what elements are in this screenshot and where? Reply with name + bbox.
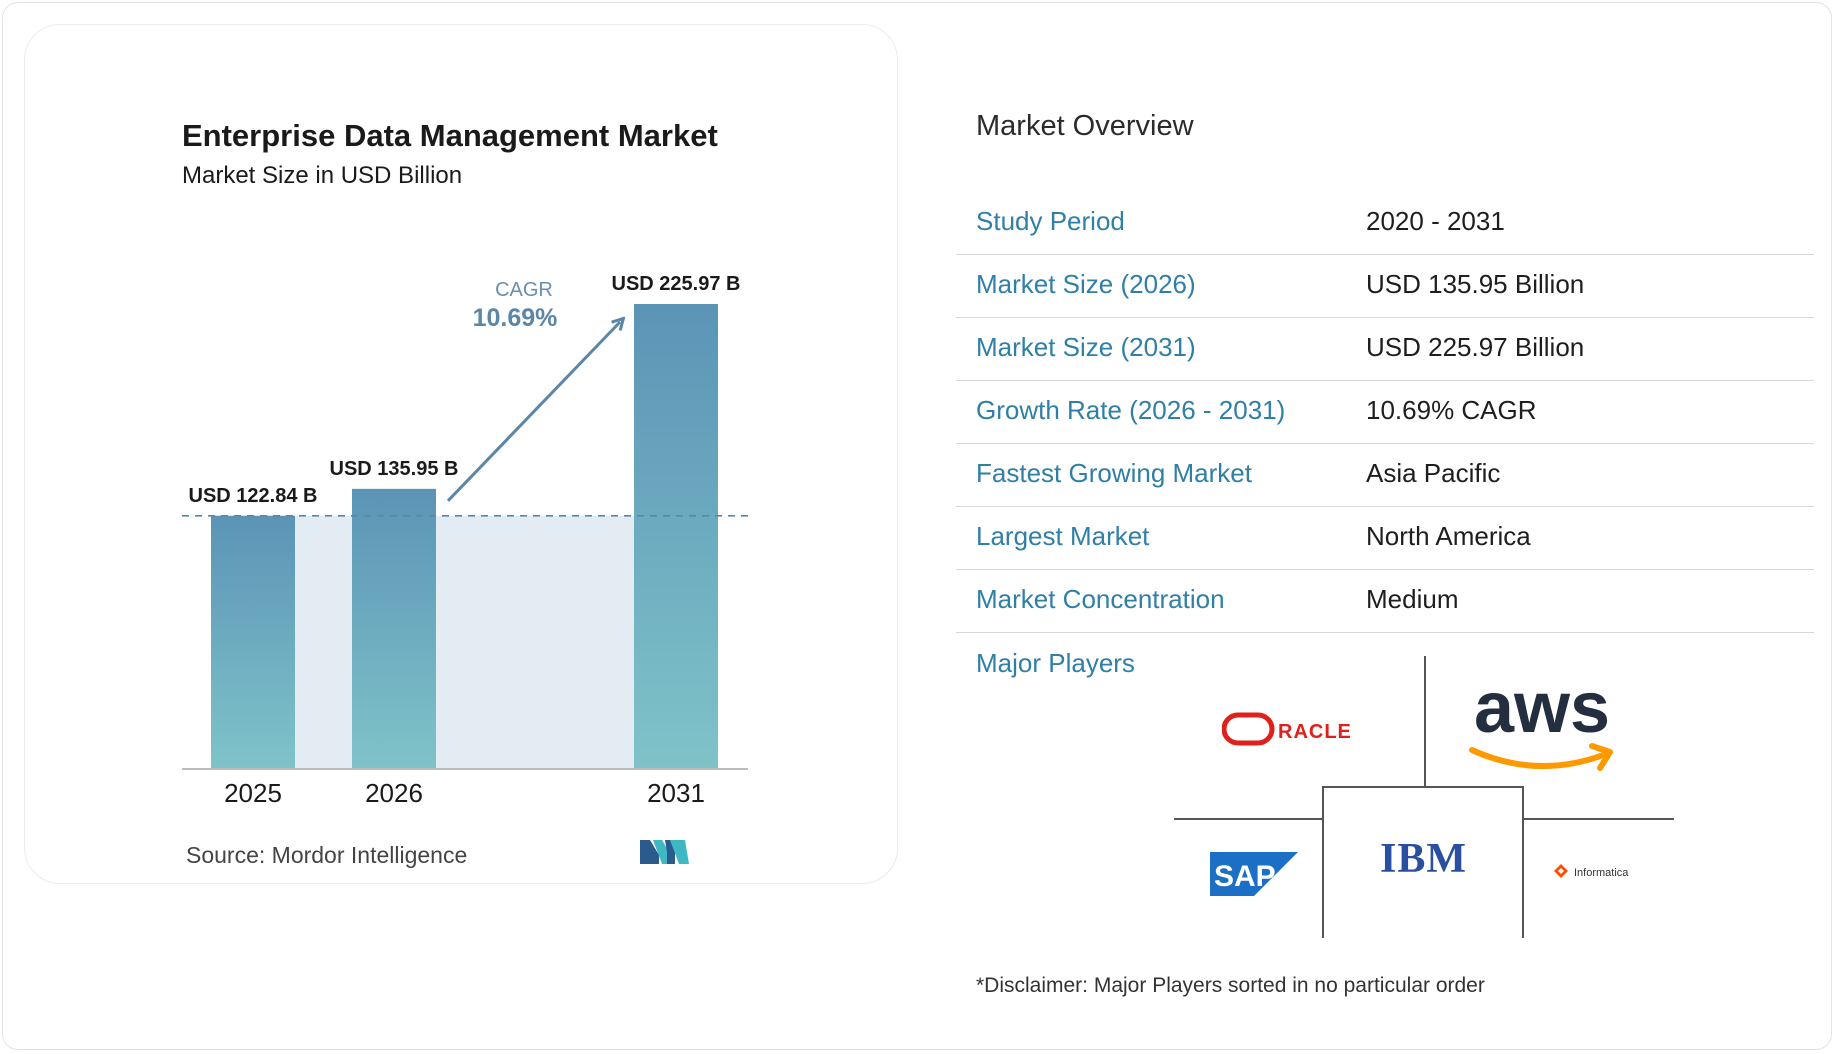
overview-row-label: Market Size (2031) xyxy=(976,332,1196,362)
overview-row-label: Largest Market xyxy=(976,521,1150,551)
overview-row-value: 2020 - 2031 xyxy=(1366,206,1505,236)
data-label-2025: USD 122.84 B xyxy=(189,485,318,507)
svg-text:aws: aws xyxy=(1474,670,1610,748)
overview-row-label: Market Concentration xyxy=(976,584,1225,614)
cagr-arrow xyxy=(446,322,620,502)
svg-text:IBM: IBM xyxy=(1380,836,1467,880)
players-divider-horizontal-left xyxy=(1174,818,1322,820)
cagr-value: 10.69% xyxy=(473,304,558,332)
ibm-logo: IBM xyxy=(1378,834,1470,882)
overview-row-label: Market Size (2026) xyxy=(976,269,1196,299)
overview-row-value: North America xyxy=(1366,521,1531,551)
svg-text:SAP: SAP xyxy=(1214,860,1276,893)
svg-text:RACLE: RACLE xyxy=(1278,721,1352,743)
overview-row-label: Fastest Growing Market xyxy=(976,458,1252,488)
informatica-logo: Informatica xyxy=(1552,862,1662,884)
players-divider-horizontal-right xyxy=(1524,818,1674,820)
source-name: Mordor Intelligence xyxy=(271,842,468,868)
overview-row-label: Study Period xyxy=(976,206,1125,236)
bar-2025 xyxy=(211,515,295,768)
overview-row: Market Concentration Medium xyxy=(956,570,1814,633)
overview-row-value: 10.69% CAGR xyxy=(1366,395,1537,425)
tick-label-2026: 2026 xyxy=(365,778,423,808)
players-box-right xyxy=(1522,786,1524,938)
data-label-2031: USD 225.97 B xyxy=(612,273,741,295)
players-divider-vertical-top xyxy=(1424,656,1426,786)
chart-title: Enterprise Data Management Market xyxy=(182,118,718,153)
bar-2031 xyxy=(634,304,718,768)
overview-title: Market Overview xyxy=(976,110,1194,142)
mordor-logo-icon xyxy=(640,840,689,864)
overview-row: Largest Market North America xyxy=(956,507,1814,570)
players-box-top xyxy=(1322,786,1524,788)
sap-logo: SAP xyxy=(1210,852,1298,896)
overview-row: Market Size (2026) USD 135.95 Billion xyxy=(956,255,1814,318)
major-players-label: Major Players xyxy=(976,648,1135,678)
overview-row: Fastest Growing Market Asia Pacific xyxy=(956,444,1814,507)
overview-row-value: Medium xyxy=(1366,584,1459,614)
overview-table: Study Period 2020 - 2031 Market Size (2026… xyxy=(956,192,1814,633)
tick-label-2031: 2031 xyxy=(647,778,705,808)
overview-row-value: Asia Pacific xyxy=(1366,458,1501,488)
bar-2026 xyxy=(352,488,436,768)
overview-row-label: Growth Rate (2026 - 2031) xyxy=(976,395,1286,425)
disclaimer: *Disclaimer: Major Players sorted in no … xyxy=(976,974,1485,997)
cagr-label: CAGR xyxy=(495,279,553,301)
data-label-2026: USD 135.95 B xyxy=(330,458,459,480)
chart-subtitle: Market Size in USD Billion xyxy=(182,162,463,189)
bar-chart: CAGR 10.69% USD 122.84 B 2025 USD 135.95 B… xyxy=(182,273,750,864)
overview-row-value: USD 225.97 Billion xyxy=(1366,332,1585,362)
aws-logo: aws xyxy=(1468,668,1628,778)
players-box-left xyxy=(1322,786,1324,938)
tick-label-2025: 2025 xyxy=(224,778,282,808)
source-label: Source: xyxy=(186,842,266,868)
source-line: Source: Mordor Intelligence xyxy=(186,842,467,869)
svg-text:Informatica: Informatica xyxy=(1574,867,1629,879)
overview-row: Growth Rate (2026 - 2031) 10.69% CAGR xyxy=(956,381,1814,444)
oracle-logo: RACLE xyxy=(1221,712,1382,746)
overview-row: Market Size (2031) USD 225.97 Billion xyxy=(956,318,1814,381)
overview-row: Study Period 2020 - 2031 xyxy=(956,192,1814,255)
overview-row-value: USD 135.95 Billion xyxy=(1366,269,1585,299)
